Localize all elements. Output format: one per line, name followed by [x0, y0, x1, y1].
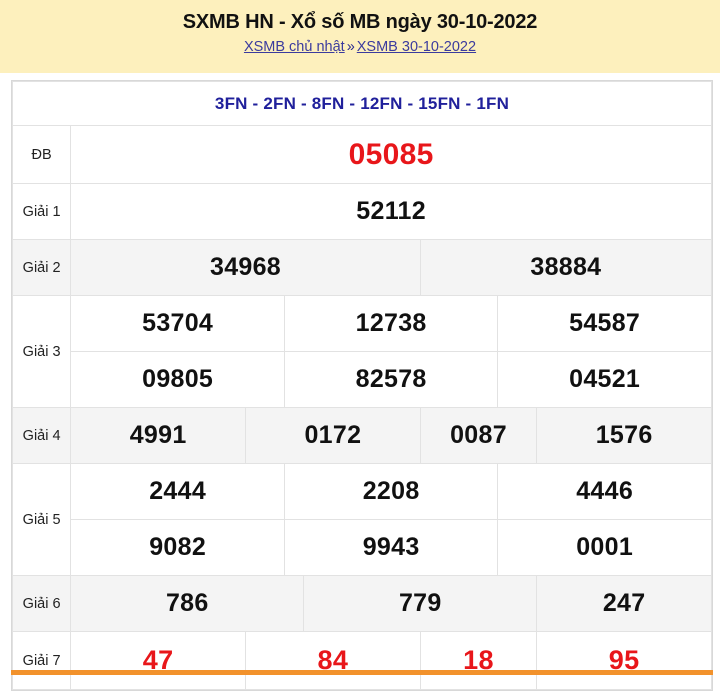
prize-cell-g3-1: 12738	[283, 296, 499, 352]
prize-cell-g2-1: 38884	[419, 239, 713, 296]
table-row-g5: Giải 5 2444 2208 4446 9082 9943 0001	[11, 463, 712, 576]
prize-number: 2208	[362, 477, 420, 505]
row-label-g1: Giải 1	[11, 183, 72, 240]
breadcrumb: XSMB chủ nhật» XSMB 30-10-2022	[0, 37, 720, 57]
prize-number: 247	[602, 589, 646, 617]
table-row-g3: Giải 3 53704 12738 54587 09805 82578 045…	[11, 295, 712, 408]
prize-cell-g5-4: 9943	[283, 519, 499, 575]
row-label-g6: Giải 6	[11, 575, 72, 632]
row-label-g3: Giải 3	[11, 295, 72, 408]
row-label-text: Giải 3	[22, 343, 61, 360]
prize-number: 4446	[576, 477, 634, 505]
prize-number: 09805	[142, 365, 214, 393]
bottom-accent-bar	[11, 670, 713, 675]
prize-subrow: 53704 12738 54587	[71, 296, 711, 352]
prize-number: 0172	[304, 421, 362, 449]
prize-number: 54587	[569, 309, 641, 337]
lottery-results-table: 3FN - 2FN - 8FN - 12FN - 15FN - 1FN ĐB 0…	[11, 80, 713, 691]
prize-number: 0001	[576, 533, 634, 561]
prize-number: 05085	[348, 137, 434, 171]
prize-number: 779	[398, 589, 442, 617]
prize-number: 786	[165, 589, 209, 617]
breadcrumb-link-weekday[interactable]: XSMB chủ nhật	[243, 39, 345, 55]
prize-number: 4991	[129, 421, 187, 449]
prize-number: 53704	[142, 309, 214, 337]
page-header: SXMB HN - Xổ số MB ngày 30-10-2022 XSMB …	[0, 0, 720, 73]
prize-cell-g5-3: 9082	[71, 519, 286, 575]
row-label-g5: Giải 5	[11, 463, 72, 576]
prize-cell-g5-1: 2208	[283, 464, 499, 520]
prize-number: 82578	[355, 365, 427, 393]
table-row-db: ĐB 05085	[11, 125, 712, 184]
prize-number: 2444	[149, 477, 207, 505]
prize-number: 1576	[595, 421, 653, 449]
prize-cell-g3-4: 82578	[283, 351, 499, 407]
table-row-g1: Giải 1 52112	[11, 183, 712, 240]
prize-subrow: 2444 2208 4446	[71, 464, 711, 520]
prize-cell-g5-0: 2444	[71, 464, 286, 520]
prize-cell-g6-1: 779	[303, 575, 538, 632]
code-header-row: 3FN - 2FN - 8FN - 12FN - 15FN - 1FN	[12, 81, 712, 126]
prize-number: 9943	[362, 533, 420, 561]
prize-cell-g6-2: 247	[536, 575, 712, 632]
table-row-g4: Giải 4 4991 0172 0087 1576	[11, 407, 712, 464]
prize-group-g5: 2444 2208 4446 9082 9943 0001	[70, 463, 712, 576]
prize-number: 0087	[450, 421, 507, 449]
prize-cell-g6-0: 786	[70, 575, 305, 632]
prize-cell-g3-0: 53704	[71, 296, 286, 352]
code-header-text: 3FN - 2FN - 8FN - 12FN - 15FN - 1FN	[214, 93, 510, 113]
prize-number: 52112	[356, 197, 426, 225]
prize-cell-g3-5: 04521	[497, 351, 711, 407]
prize-cell-g7-3: 95	[536, 631, 712, 690]
page-title: SXMB HN - Xổ số MB ngày 30-10-2022	[182, 11, 538, 33]
prize-cell-g7-0: 47	[70, 631, 246, 690]
prize-cell-g4-0: 4991	[70, 407, 246, 464]
row-label-db: ĐB	[11, 125, 72, 184]
prize-cell-g4-3: 1576	[536, 407, 712, 464]
prize-cell-g7-2: 18	[419, 631, 538, 690]
prize-cell-g5-2: 4446	[497, 464, 711, 520]
row-label-text: Giải 5	[22, 511, 61, 528]
prize-number: 04521	[569, 365, 641, 393]
prize-subrow: 09805 82578 04521	[71, 351, 711, 407]
prize-cell-g4-2: 0087	[419, 407, 538, 464]
prize-cell-g1-0: 52112	[70, 183, 712, 240]
table-row-g7: Giải 7 47 84 18 95	[11, 631, 712, 690]
table-row-g2: Giải 2 34968 38884	[11, 239, 713, 296]
row-label-g4: Giải 4	[11, 407, 72, 464]
prize-cell-g3-2: 54587	[497, 296, 711, 352]
prize-subrow: 9082 9943 0001	[71, 519, 711, 575]
prize-number: 9082	[149, 533, 207, 561]
table-row-g6: Giải 6 786 779 247	[11, 575, 712, 632]
prize-cell-g7-1: 84	[245, 631, 421, 690]
prize-cell-g4-1: 0172	[245, 407, 421, 464]
prize-number: 34968	[209, 253, 282, 281]
row-label-g7: Giải 7	[11, 631, 72, 690]
prize-number: 38884	[530, 253, 602, 281]
prize-cell-g3-3: 09805	[71, 351, 286, 407]
prize-cell-g5-5: 0001	[497, 519, 711, 575]
prize-cell-g2-0: 34968	[70, 239, 421, 296]
row-label-g2: Giải 2	[11, 239, 72, 296]
prize-cell-db-0: 05085	[70, 125, 712, 184]
prize-number: 12738	[355, 309, 427, 337]
prize-group-g3: 53704 12738 54587 09805 82578 04521	[70, 295, 712, 408]
code-header-cell: 3FN - 2FN - 8FN - 12FN - 15FN - 1FN	[12, 81, 712, 126]
breadcrumb-link-date[interactable]: XSMB 30-10-2022	[356, 39, 477, 55]
breadcrumb-separator: »	[346, 39, 355, 55]
